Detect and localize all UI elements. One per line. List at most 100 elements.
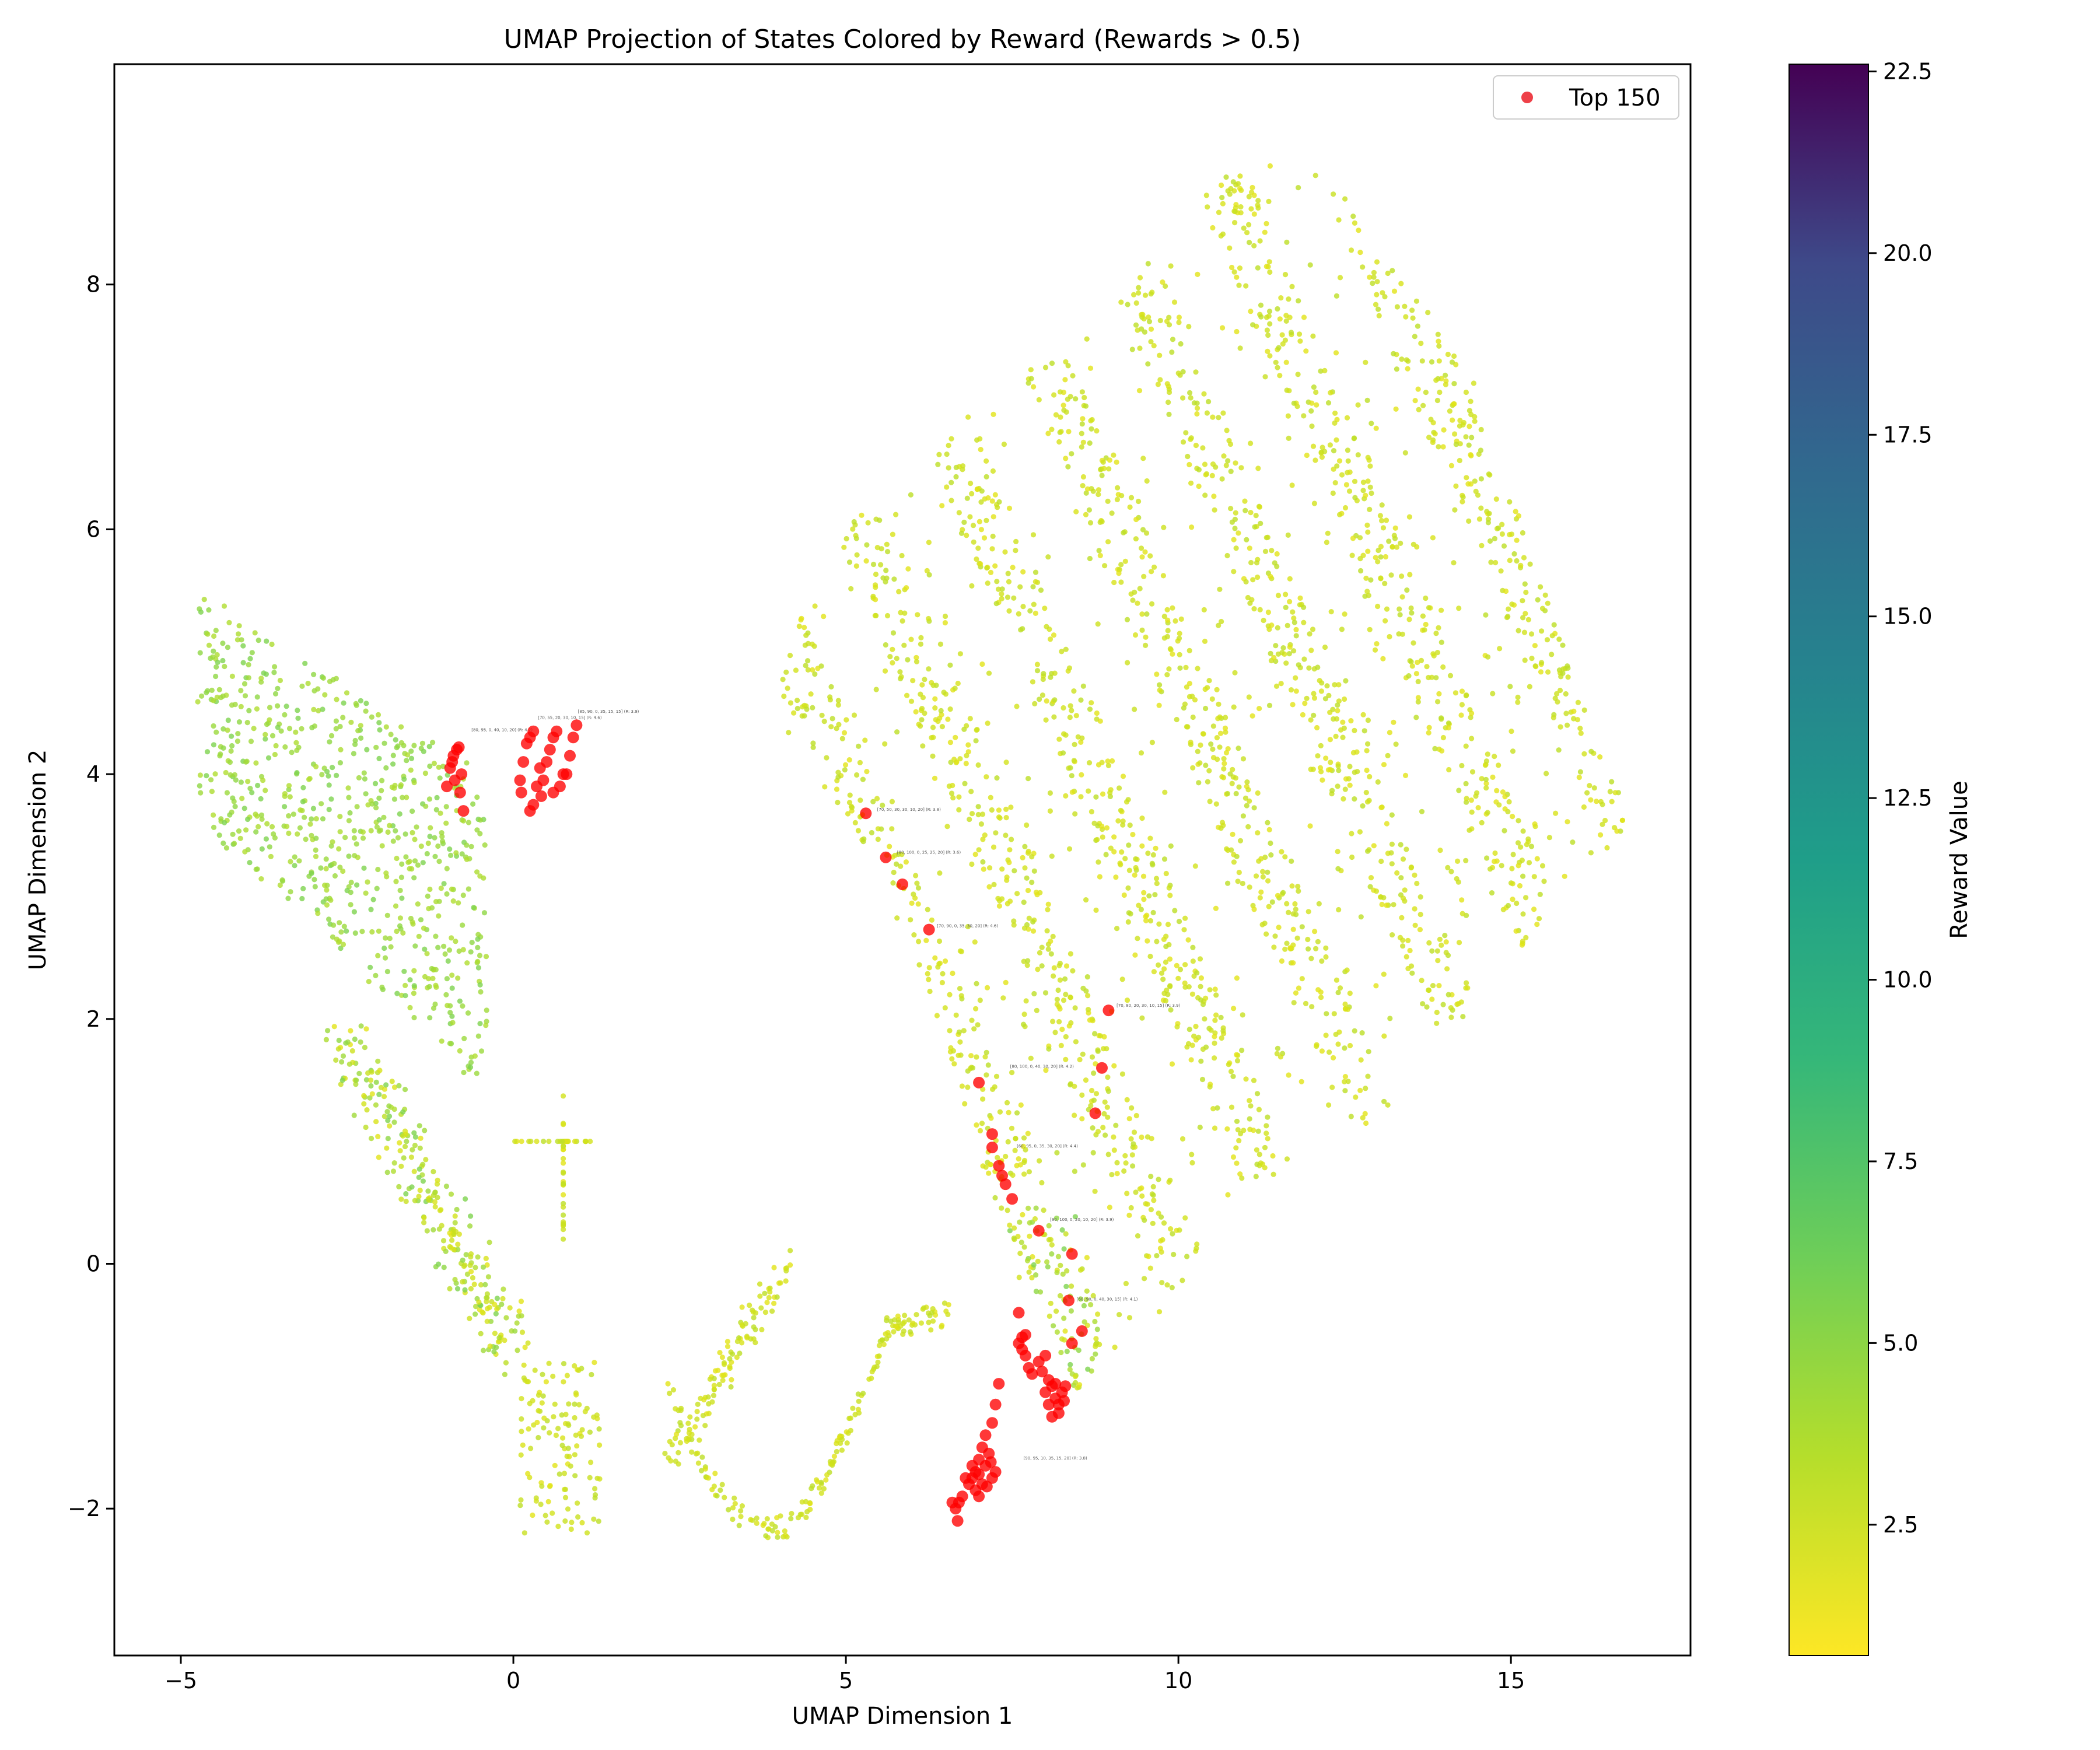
state-point (247, 656, 253, 662)
state-point (1367, 774, 1373, 780)
state-point (1030, 679, 1035, 685)
state-point (730, 1351, 736, 1357)
state-point (1451, 560, 1457, 566)
state-point (1093, 1336, 1099, 1342)
state-point (1200, 1046, 1206, 1052)
state-point (1009, 1070, 1015, 1076)
state-point (1350, 214, 1356, 219)
state-point (1514, 900, 1520, 907)
state-point (942, 1005, 948, 1011)
state-point (889, 826, 895, 832)
state-point (398, 1163, 404, 1169)
state-point (1202, 686, 1208, 692)
state-point (1021, 1135, 1027, 1141)
state-point (592, 1360, 597, 1366)
state-point (1424, 664, 1430, 670)
state-point (1084, 1255, 1090, 1261)
state-point (1141, 890, 1147, 895)
state-point (771, 1265, 777, 1270)
state-point (1012, 868, 1017, 874)
state-point (802, 625, 807, 631)
state-point (1227, 191, 1233, 197)
state-point (1529, 656, 1535, 662)
state-point (778, 1280, 783, 1286)
state-point (1460, 499, 1465, 505)
state-point (1184, 1254, 1190, 1259)
state-point (1158, 1214, 1164, 1220)
state-point (1261, 617, 1266, 624)
state-point (1375, 779, 1381, 785)
state-point (340, 715, 346, 720)
state-point (1266, 198, 1272, 204)
state-point (1186, 984, 1192, 990)
state-point (1409, 970, 1415, 976)
state-point (343, 1040, 349, 1046)
state-point (1280, 645, 1286, 651)
state-point (551, 1414, 556, 1420)
state-point (1445, 864, 1451, 870)
state-point (476, 1299, 482, 1305)
state-point (834, 1448, 839, 1455)
state-point (198, 790, 204, 796)
state-point (1516, 628, 1521, 634)
state-point (1042, 990, 1049, 996)
state-point (482, 842, 488, 848)
state-point (344, 928, 349, 934)
state-point (1268, 852, 1274, 858)
state-point (484, 1295, 489, 1301)
state-point (724, 1339, 730, 1345)
state-point (1417, 927, 1423, 933)
state-point (973, 738, 979, 744)
state-point (1556, 747, 1562, 753)
state-point (1223, 463, 1229, 468)
state-point (376, 928, 382, 934)
state-point (1221, 453, 1227, 459)
plot-area: [80, 95, 0, 40, 10, 20] (R: 4.2)[70, 55,… (195, 163, 1625, 1541)
state-point (348, 890, 354, 895)
state-point (1197, 1124, 1203, 1130)
state-point (1247, 884, 1252, 890)
state-point (1169, 349, 1175, 355)
state-point (1448, 463, 1454, 468)
top-150-point (457, 805, 470, 817)
state-point (1225, 847, 1231, 853)
state-point (1140, 527, 1146, 533)
state-point (1280, 890, 1286, 895)
state-point (1218, 825, 1224, 831)
state-point (1245, 594, 1251, 601)
state-point (235, 637, 240, 643)
state-point (916, 962, 922, 968)
state-point (363, 791, 369, 797)
state-point (452, 1220, 458, 1226)
state-point (1070, 373, 1076, 379)
state-point (1334, 293, 1339, 299)
state-point (534, 1419, 540, 1426)
state-point (1164, 607, 1170, 612)
state-point (1465, 985, 1471, 991)
state-point (334, 936, 340, 942)
state-point (944, 452, 950, 457)
state-point (1175, 638, 1181, 644)
state-point (1510, 897, 1516, 902)
state-point (1463, 743, 1469, 749)
state-point (1374, 279, 1380, 285)
state-point (1073, 396, 1079, 402)
state-point (891, 1329, 897, 1335)
state-point (416, 1123, 422, 1129)
state-point (920, 743, 926, 749)
state-point (1266, 904, 1272, 909)
state-point (791, 710, 797, 716)
state-point (883, 1331, 888, 1337)
state-point (1107, 1205, 1112, 1210)
state-point (1234, 1160, 1240, 1166)
state-point (388, 944, 394, 950)
state-point (287, 794, 293, 800)
state-point (1248, 309, 1254, 314)
state-point (1080, 985, 1086, 991)
state-point (1251, 211, 1257, 217)
state-point (1404, 954, 1409, 960)
state-point (245, 779, 251, 785)
state-point (686, 1435, 692, 1441)
state-point (1080, 439, 1086, 445)
state-point (420, 1161, 426, 1167)
